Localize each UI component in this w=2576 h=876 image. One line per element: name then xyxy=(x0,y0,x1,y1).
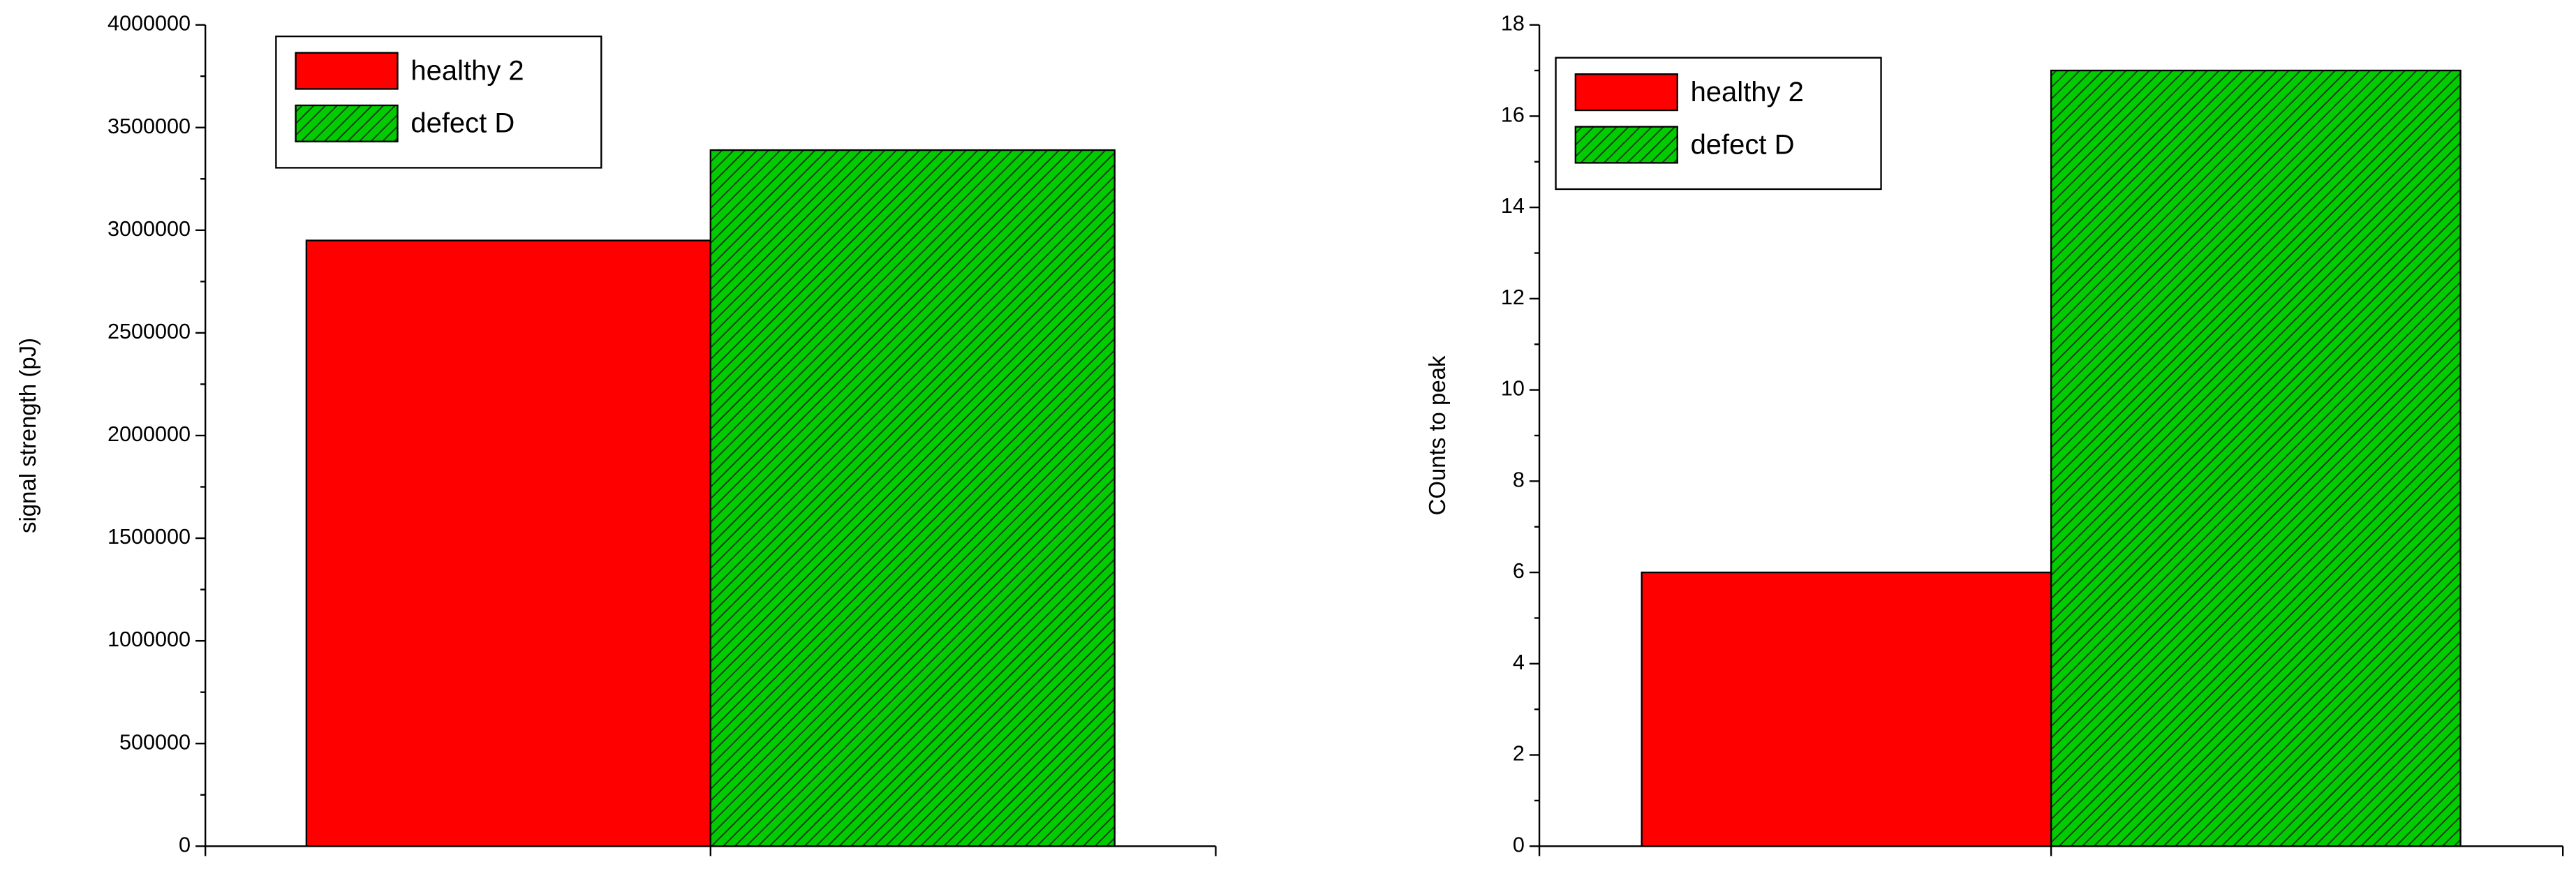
y-axis-label: COunts to peak xyxy=(1424,355,1450,515)
y-axis-label: signal strength (pJ) xyxy=(15,338,40,533)
y-tick-label: 1500000 xyxy=(108,525,191,549)
y-tick-label: 0 xyxy=(1513,833,1525,856)
legend-label: defect D xyxy=(1691,129,1795,160)
y-tick-label: 10 xyxy=(1501,377,1525,401)
legend-swatch xyxy=(295,52,399,90)
legend-swatch xyxy=(295,104,399,142)
y-tick-label: 500000 xyxy=(119,730,191,754)
legend-swatch xyxy=(1574,73,1678,112)
y-tick-label: 18 xyxy=(1501,12,1525,36)
y-tick-label: 2000000 xyxy=(108,422,191,446)
y-tick-label: 8 xyxy=(1513,468,1525,491)
y-tick-label: 16 xyxy=(1501,103,1525,126)
legend-label: defect D xyxy=(410,108,515,139)
y-tick-label: 2 xyxy=(1513,742,1525,766)
y-tick-label: 14 xyxy=(1501,194,1525,218)
y-tick-label: 1000000 xyxy=(108,628,191,651)
bar xyxy=(709,149,1116,847)
y-tick-label: 0 xyxy=(179,833,191,856)
legend-label: healthy 2 xyxy=(1691,77,1804,107)
y-tick-label: 3500000 xyxy=(108,114,191,138)
y-tick-label: 6 xyxy=(1513,559,1525,583)
y-tick-label: 4000000 xyxy=(108,12,191,36)
legend-box xyxy=(275,35,602,169)
y-tick-label: 12 xyxy=(1501,285,1525,309)
y-tick-label: 4 xyxy=(1513,651,1525,674)
bar xyxy=(1641,571,2052,847)
legend-label: healthy 2 xyxy=(410,55,524,86)
y-tick-label: 2500000 xyxy=(108,320,191,343)
legend-swatch xyxy=(1574,126,1678,164)
bar xyxy=(305,239,711,847)
bar xyxy=(2050,69,2462,847)
y-tick-label: 3000000 xyxy=(108,217,191,241)
